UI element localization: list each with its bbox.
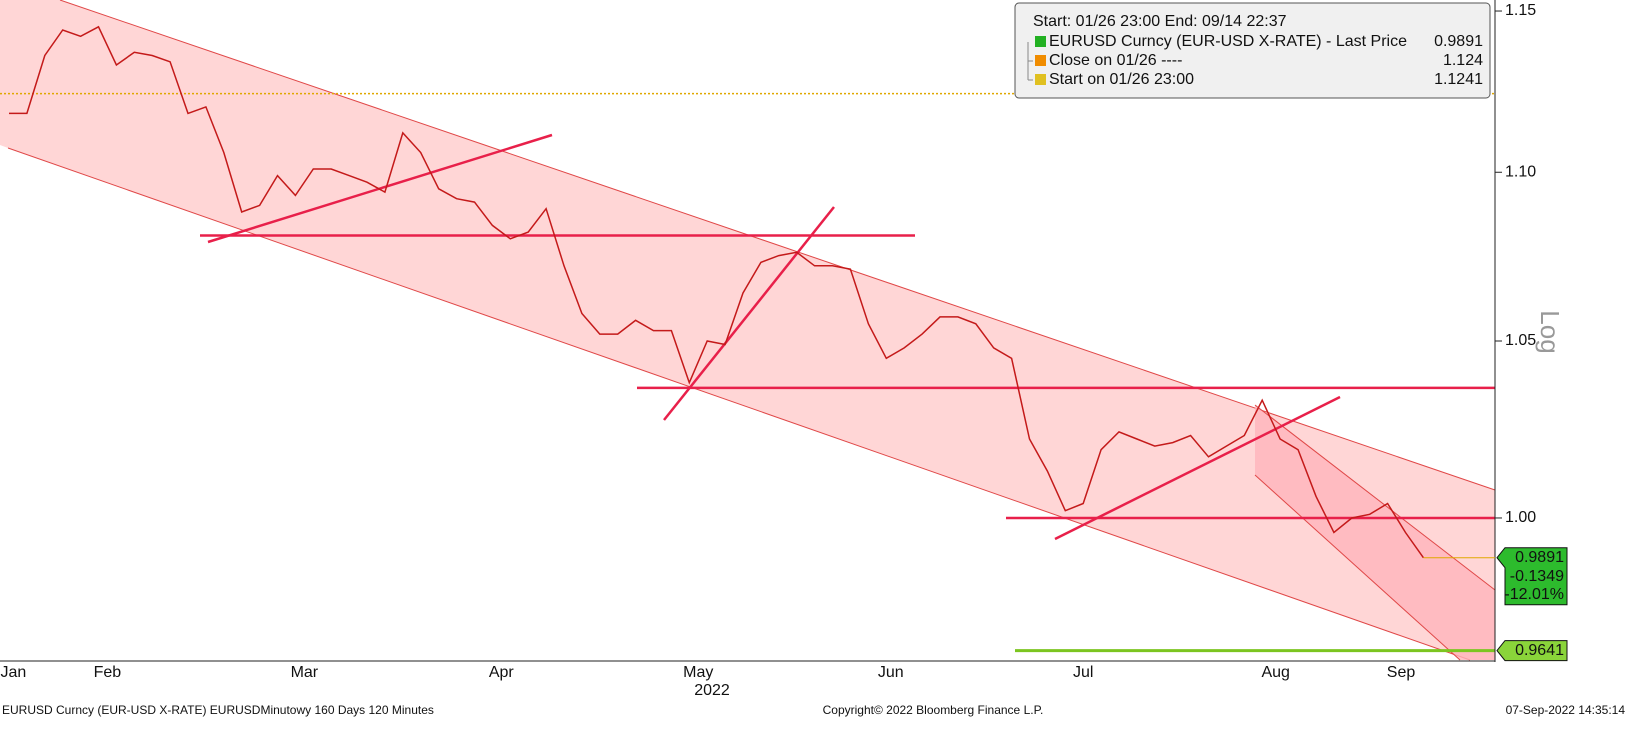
channel-edge bbox=[7, 147, 1471, 661]
x-tick-label: Mar bbox=[291, 664, 319, 681]
y-tick-label: 1.15 bbox=[1505, 2, 1536, 19]
legend-label: EURUSD Curncy (EUR-USD X-RATE) - Last Pr… bbox=[1049, 33, 1407, 50]
legend-value: 0.9891 bbox=[1434, 33, 1483, 50]
trend-line bbox=[1054, 395, 1341, 541]
last-price-label: 0.9891 bbox=[1515, 549, 1564, 566]
x-tick-label: Sep bbox=[1387, 664, 1416, 681]
price-line bbox=[9, 25, 1425, 559]
x-tick-label: Jul bbox=[1073, 664, 1093, 681]
legend-value: 1.124 bbox=[1443, 52, 1483, 69]
y-tick-label: 1.10 bbox=[1505, 163, 1536, 180]
trend-line bbox=[663, 206, 835, 421]
legend-swatch bbox=[1035, 55, 1046, 66]
inner-channel bbox=[1255, 405, 1495, 660]
footer-left: EURUSD Curncy (EUR-USD X-RATE) EURUSDMin… bbox=[2, 703, 434, 717]
x-tick-label: Jun bbox=[878, 664, 904, 681]
x-tick-label: Apr bbox=[489, 664, 515, 681]
legend-label: Close on 01/26 ---- bbox=[1049, 52, 1182, 69]
legend-value: 1.1241 bbox=[1434, 71, 1483, 88]
legend-title: Start: 01/26 23:00 End: 09/14 22:37 bbox=[1033, 13, 1287, 30]
change-pct-label: -12.01% bbox=[1504, 586, 1564, 603]
footer-center: Copyright© 2022 Bloomberg Finance L.P. bbox=[823, 703, 1044, 717]
change-label: -0.1349 bbox=[1510, 568, 1564, 585]
support-tag bbox=[1496, 640, 1568, 662]
x-tick-label: Jan bbox=[1, 664, 27, 681]
last-price-tag bbox=[1496, 547, 1568, 606]
legend-swatch bbox=[1035, 36, 1046, 47]
y-tick-label: 1.05 bbox=[1505, 332, 1536, 349]
year-label: 2022 bbox=[694, 682, 730, 699]
channel-edge bbox=[1254, 404, 1496, 591]
legend-swatch bbox=[1035, 74, 1046, 85]
legend-box bbox=[1014, 2, 1491, 99]
legend: EURUSD Curncy (EUR-USD X-RATE) - Last Pr… bbox=[1027, 33, 1483, 88]
y-tick-label: 1.00 bbox=[1505, 509, 1536, 526]
support-label: 0.9641 bbox=[1515, 642, 1564, 659]
x-tick-label: May bbox=[683, 664, 713, 681]
channel bbox=[0, 0, 1495, 660]
x-tick-label: Feb bbox=[94, 664, 122, 681]
scale-label: Log bbox=[1535, 310, 1565, 353]
channel-edge bbox=[1254, 474, 1461, 661]
trend-line bbox=[207, 133, 553, 244]
legend-label: Start on 01/26 23:00 bbox=[1049, 71, 1194, 88]
x-tick-label: Aug bbox=[1261, 664, 1289, 681]
footer-right: 07-Sep-2022 14:35:14 bbox=[1506, 703, 1626, 717]
legend-tree bbox=[1027, 42, 1033, 81]
